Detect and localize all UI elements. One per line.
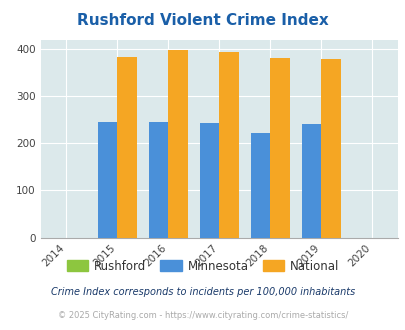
Bar	[98, 122, 117, 238]
Text: © 2025 CityRating.com - https://www.cityrating.com/crime-statistics/: © 2025 CityRating.com - https://www.city…	[58, 311, 347, 320]
Bar	[219, 52, 238, 238]
Bar	[149, 122, 168, 238]
Bar	[320, 59, 340, 238]
Bar	[117, 56, 136, 238]
Bar	[270, 58, 289, 238]
Bar	[301, 124, 320, 238]
Text: Rushford Violent Crime Index: Rushford Violent Crime Index	[77, 13, 328, 28]
Bar	[168, 50, 187, 238]
Text: Crime Index corresponds to incidents per 100,000 inhabitants: Crime Index corresponds to incidents per…	[51, 287, 354, 297]
Bar	[199, 123, 219, 238]
Bar	[250, 133, 270, 238]
Legend: Rushford, Minnesota, National: Rushford, Minnesota, National	[62, 255, 343, 278]
